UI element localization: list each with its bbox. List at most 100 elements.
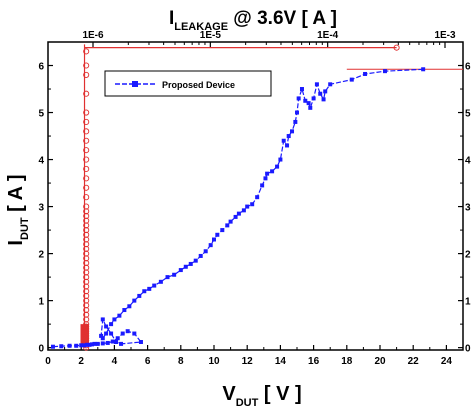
- blue-point: [270, 169, 275, 174]
- red-point: [83, 241, 90, 248]
- red-point: [83, 332, 90, 339]
- blue-point: [137, 293, 142, 298]
- red-point: [83, 156, 90, 163]
- blue-point: [228, 219, 233, 224]
- blue-point: [100, 317, 105, 322]
- plot-area: 0 2 4 6 8 10 12 14 16 18 20 22 240 01 12 23 34 45 56 61E-6 1…: [38, 30, 471, 367]
- blue-point: [125, 329, 130, 334]
- blue-point: [212, 237, 216, 242]
- blue-point: [104, 331, 109, 336]
- legend-marker: [132, 81, 138, 87]
- blue-point: [120, 331, 125, 336]
- red-point: [83, 269, 90, 276]
- blue-point: [99, 333, 104, 338]
- y-tick-label-right: 3: [465, 203, 471, 214]
- red-point: [83, 208, 90, 215]
- x-tick-label: 12: [242, 356, 254, 367]
- red-point: [83, 128, 90, 135]
- x-tick-label: 20: [374, 356, 386, 367]
- blue-point: [303, 98, 308, 103]
- legend-label: Proposed Device: [162, 80, 235, 90]
- chart-title-rest: @ 3.6V [ A ]: [228, 8, 337, 29]
- top-tick-label: 1E-5: [200, 30, 222, 41]
- blue-point: [296, 96, 301, 101]
- blue-point: [299, 87, 304, 92]
- y-tick-label-right: 4: [465, 156, 471, 167]
- red-point: [83, 316, 90, 323]
- blue-point: [193, 258, 198, 263]
- blue-point: [122, 308, 127, 313]
- red-point: [83, 48, 90, 55]
- red-point: [83, 231, 90, 238]
- y-tick-label-left: 3: [38, 203, 44, 214]
- blue-point: [178, 268, 183, 273]
- red-point: [83, 288, 90, 295]
- top-tick-label: 1E-6: [82, 30, 104, 41]
- blue-point: [318, 91, 323, 96]
- blue-point: [308, 105, 313, 110]
- blue-point: [89, 342, 94, 347]
- blue-point: [220, 228, 225, 233]
- x-tick-label: 16: [308, 356, 320, 367]
- blue-point: [165, 275, 170, 280]
- x-tick-label: 18: [341, 356, 353, 367]
- x-tick-label: 8: [178, 356, 184, 367]
- y-tick-label-left: 4: [38, 156, 44, 167]
- x-axis-title-rest: [ V ]: [258, 383, 301, 405]
- blue-point: [198, 253, 203, 258]
- blue-point: [104, 324, 109, 329]
- blue-point: [95, 341, 100, 346]
- y-tick-label-left: 1: [38, 297, 44, 308]
- blue-point: [328, 82, 333, 87]
- red-point: [83, 274, 90, 281]
- red-point: [83, 255, 90, 262]
- top-tick-label: 1E-4: [317, 30, 339, 41]
- blue-point: [311, 96, 316, 101]
- blue-point: [85, 342, 90, 347]
- blue-point: [138, 340, 143, 345]
- red-point: [83, 165, 90, 173]
- blue-point: [323, 89, 328, 94]
- blue-point: [132, 331, 137, 336]
- blue-point: [115, 336, 120, 341]
- y-tick-label-right: 5: [465, 109, 471, 120]
- blue-point: [203, 249, 208, 254]
- blue-point: [306, 101, 311, 106]
- blue-point: [87, 342, 92, 347]
- blue-point: [67, 343, 72, 348]
- y-tick-label-left: 2: [38, 250, 44, 261]
- red-point: [393, 44, 400, 51]
- y-tick-label-right: 6: [465, 62, 471, 73]
- blue-point: [112, 317, 117, 322]
- blue-point: [152, 283, 157, 288]
- red-point: [83, 328, 90, 335]
- blue-point: [263, 176, 268, 181]
- y-tick-label-right: 2: [465, 250, 471, 261]
- y-axis-title-rest: [ A ]: [5, 174, 27, 217]
- blue-point: [59, 344, 64, 349]
- red-point: [83, 259, 90, 267]
- red-point: [83, 217, 90, 224]
- blue-point: [245, 204, 250, 209]
- y-tick-label-left: 5: [38, 109, 44, 120]
- red-point: [83, 292, 90, 299]
- blue-point: [278, 157, 283, 162]
- blue-point: [82, 343, 87, 348]
- blue-point: [225, 223, 230, 228]
- red-point: [83, 245, 90, 252]
- red-point: [83, 90, 90, 97]
- blue-point: [314, 82, 319, 87]
- blue-point: [117, 313, 122, 318]
- blue-point: [142, 289, 147, 294]
- x-tick-label: 0: [45, 356, 51, 367]
- blue-point: [183, 264, 188, 269]
- x-tick-label: 6: [145, 356, 151, 367]
- blue-point: [265, 171, 270, 176]
- red-point: [83, 283, 90, 290]
- red-point: [83, 203, 90, 210]
- red-point: [83, 306, 90, 314]
- red-point: [83, 236, 90, 243]
- chart-title-sub: LEAKAGE: [174, 21, 228, 33]
- x-axis-title-sub: DUT: [236, 397, 259, 409]
